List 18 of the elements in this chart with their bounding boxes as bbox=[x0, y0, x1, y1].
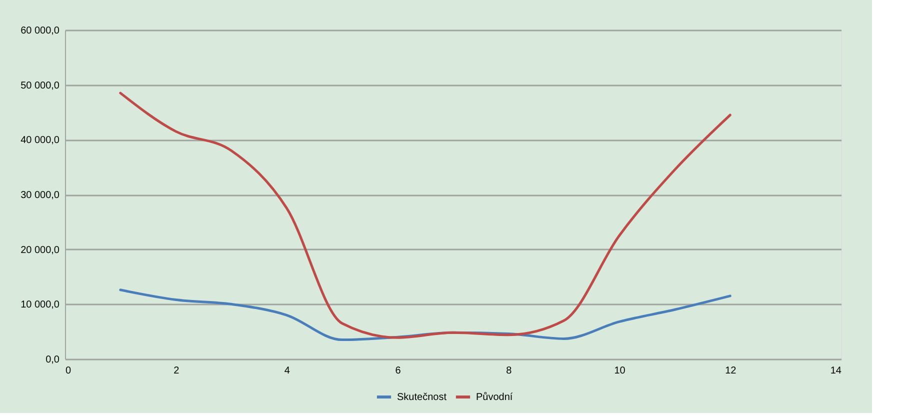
x-tick-label: 12 bbox=[725, 366, 737, 376]
x-tick-label: 4 bbox=[284, 366, 290, 376]
y-tick-label: 20 000,0 bbox=[20, 244, 60, 256]
x-tick-label: 10 bbox=[614, 366, 626, 376]
y-tick-label: 10 000,0 bbox=[20, 300, 60, 311]
y-tick-label: 30 000,0 bbox=[20, 190, 60, 201]
y-tick-label: 0,0 bbox=[46, 354, 60, 366]
x-tick-label: 0 bbox=[66, 366, 72, 376]
x-tick-label: 8 bbox=[506, 366, 512, 376]
line-series bbox=[119, 92, 732, 339]
y-tick-label: 50 000,0 bbox=[20, 80, 60, 92]
x-tick-label: 6 bbox=[395, 366, 402, 376]
x-tick-label: 2 bbox=[174, 366, 180, 376]
y-tick-label: 40 000,0 bbox=[20, 135, 60, 146]
legend-label: Skutečnost bbox=[397, 392, 447, 403]
legend-label: Původní bbox=[476, 391, 513, 403]
y-tick-label: 60 000,0 bbox=[20, 26, 60, 36]
x-tick-label: 14 bbox=[830, 366, 842, 376]
